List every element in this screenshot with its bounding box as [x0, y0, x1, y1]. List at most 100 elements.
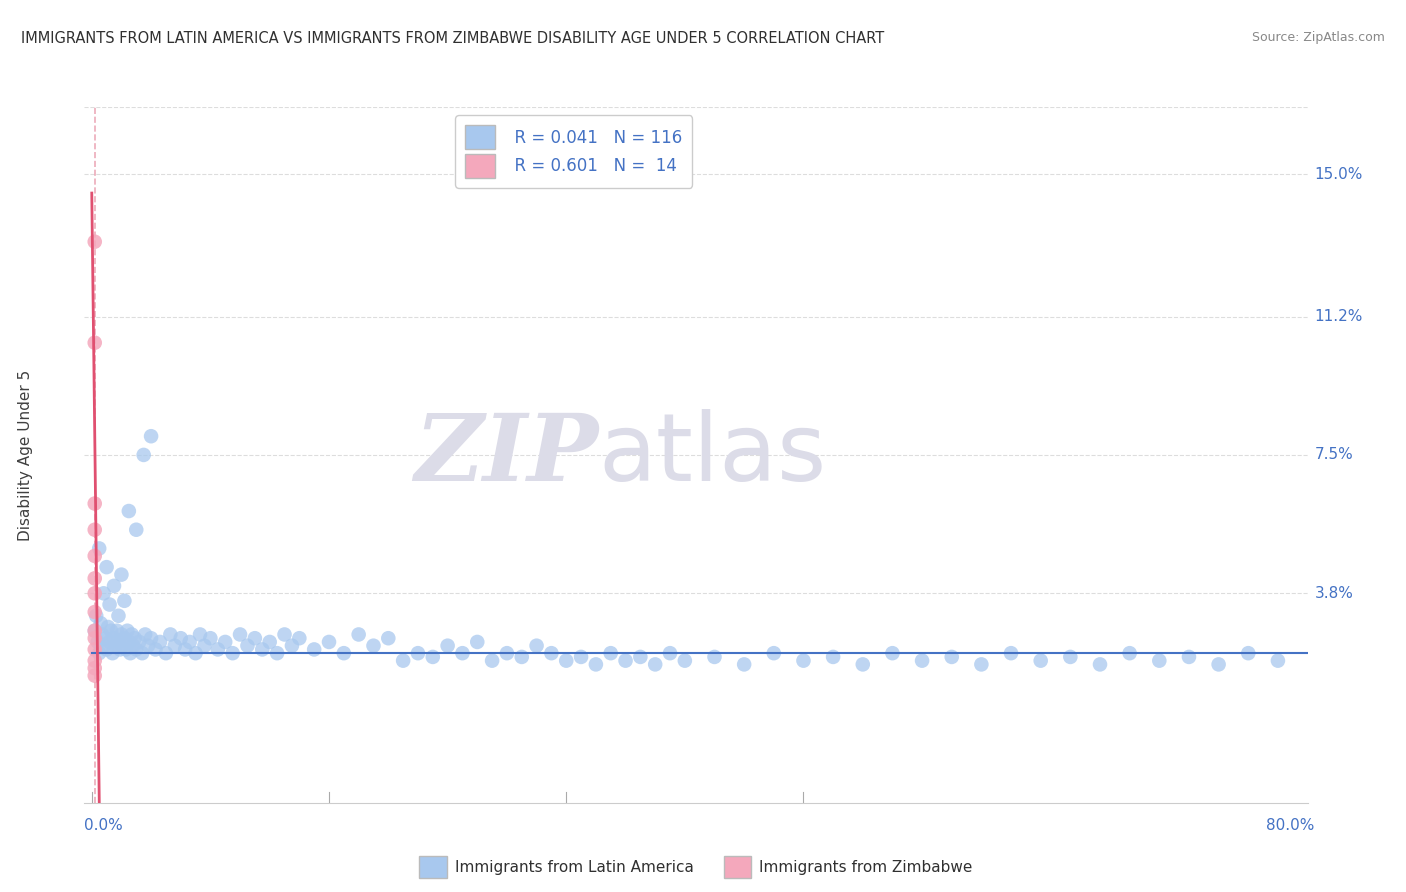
Point	[496, 646, 519, 660]
Point	[112, 594, 135, 608]
Point	[481, 654, 503, 668]
Point	[852, 657, 875, 672]
Point	[1208, 657, 1230, 672]
Point	[83, 631, 105, 645]
Point	[970, 657, 993, 672]
Point	[83, 668, 105, 682]
Point	[98, 598, 121, 612]
Point	[229, 627, 252, 641]
Point	[131, 646, 153, 660]
Point	[733, 657, 755, 672]
Point	[1149, 654, 1171, 668]
Text: IMMIGRANTS FROM LATIN AMERICA VS IMMIGRANTS FROM ZIMBABWE DISABILITY AGE UNDER 5: IMMIGRANTS FROM LATIN AMERICA VS IMMIGRA…	[21, 31, 884, 46]
Point	[252, 642, 274, 657]
Point	[118, 504, 141, 518]
Point	[149, 635, 172, 649]
Point	[555, 654, 578, 668]
Text: atlas: atlas	[598, 409, 827, 501]
Point	[188, 627, 211, 641]
Point	[139, 429, 162, 443]
Point	[83, 661, 105, 675]
Point	[377, 631, 399, 645]
Point	[83, 586, 105, 600]
Point	[1029, 654, 1052, 668]
Point	[184, 646, 207, 660]
Point	[882, 646, 904, 660]
Point	[86, 635, 108, 649]
Point	[101, 646, 124, 660]
Point	[266, 646, 288, 660]
Point	[200, 631, 222, 645]
Point	[273, 627, 295, 641]
Point	[103, 631, 125, 645]
Point	[128, 635, 150, 649]
Point	[125, 642, 148, 657]
Point	[83, 654, 105, 668]
Point	[436, 639, 458, 653]
Point	[118, 635, 141, 649]
Text: 3.8%: 3.8%	[1315, 586, 1354, 601]
Text: 0.0%: 0.0%	[84, 818, 124, 832]
Point	[132, 448, 155, 462]
Point	[628, 649, 651, 664]
Point	[83, 605, 105, 619]
Point	[673, 654, 696, 668]
Text: 7.5%: 7.5%	[1315, 448, 1354, 462]
Point	[124, 631, 146, 645]
Point	[510, 649, 533, 664]
Text: ZIP: ZIP	[413, 410, 598, 500]
Point	[136, 639, 159, 653]
Point	[83, 523, 105, 537]
Point	[762, 646, 785, 660]
Point	[94, 631, 117, 645]
Point	[1088, 657, 1111, 672]
Point	[97, 620, 120, 634]
Point	[281, 639, 304, 653]
Point	[120, 646, 142, 660]
Point	[108, 642, 131, 657]
Point	[243, 631, 266, 645]
Point	[659, 646, 682, 660]
Point	[93, 639, 115, 653]
Point	[1237, 646, 1260, 660]
Point	[599, 646, 621, 660]
Point	[112, 631, 135, 645]
Point	[100, 624, 122, 638]
Point	[302, 642, 325, 657]
Point	[96, 642, 118, 657]
Legend: Immigrants from Latin America, Immigrants from Zimbabwe: Immigrants from Latin America, Immigrant…	[412, 848, 980, 886]
Point	[170, 631, 193, 645]
Text: Disability Age Under 5: Disability Age Under 5	[18, 369, 32, 541]
Point	[96, 560, 118, 574]
Text: 11.2%: 11.2%	[1315, 309, 1362, 324]
Text: Source: ZipAtlas.com: Source: ZipAtlas.com	[1251, 31, 1385, 45]
Point	[107, 635, 129, 649]
Point	[83, 571, 105, 585]
Text: 15.0%: 15.0%	[1315, 167, 1362, 182]
Point	[465, 635, 488, 649]
Text: 80.0%: 80.0%	[1267, 818, 1315, 832]
Point	[83, 624, 105, 638]
Point	[207, 642, 229, 657]
Point	[84, 608, 107, 623]
Point	[103, 579, 125, 593]
Point	[193, 639, 215, 653]
Point	[93, 586, 115, 600]
Point	[318, 635, 340, 649]
Point	[823, 649, 845, 664]
Point	[111, 639, 134, 653]
Point	[83, 549, 105, 563]
Point	[911, 654, 934, 668]
Point	[83, 335, 105, 350]
Point	[139, 631, 162, 645]
Point	[98, 635, 121, 649]
Point	[134, 627, 156, 641]
Point	[1000, 646, 1022, 660]
Point	[117, 624, 139, 638]
Point	[392, 654, 415, 668]
Point	[941, 649, 963, 664]
Point	[363, 639, 385, 653]
Point	[107, 608, 129, 623]
Point	[792, 654, 814, 668]
Point	[91, 627, 114, 641]
